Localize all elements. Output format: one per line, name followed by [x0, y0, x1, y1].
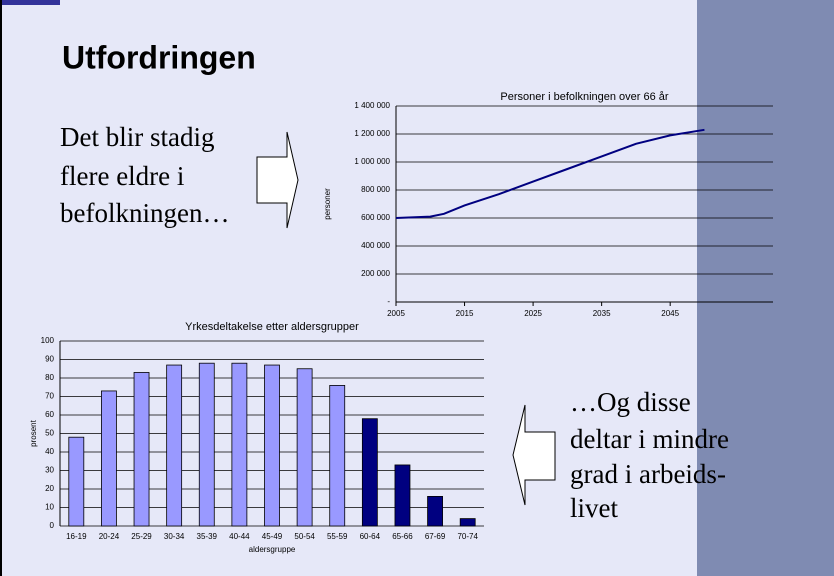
- x-tick-label: 16-19: [66, 532, 87, 541]
- bar: [198, 362, 215, 527]
- side-strip: [697, 0, 834, 576]
- left-text: flere eldre i: [60, 161, 184, 191]
- x-tick-label: 2005: [387, 309, 405, 318]
- y-tick-label: 20: [45, 484, 54, 493]
- bar: [264, 364, 280, 527]
- y-tick-label: 30: [45, 466, 54, 475]
- right-text: …Og disse: [570, 387, 691, 417]
- y-tick-label: 50: [45, 429, 54, 438]
- x-tick-label: 65-66: [392, 532, 413, 541]
- y-tick-label: 0: [50, 521, 55, 530]
- x-tick-label: 35-39: [197, 532, 218, 541]
- bar: [231, 362, 248, 527]
- arrow-left: [512, 404, 556, 506]
- y-tick-label: 90: [45, 355, 54, 364]
- y-tick-label: 70: [45, 392, 54, 401]
- bar: [394, 464, 411, 527]
- bar: [68, 436, 85, 527]
- right-text: deltar i mindre: [570, 424, 729, 454]
- y-tick-label: 100: [41, 336, 55, 345]
- left-text: befolkningen…: [60, 198, 229, 228]
- x-tick-label: 30-34: [164, 532, 185, 541]
- x-tick-label: 50-54: [294, 532, 315, 541]
- data-line: [395, 128, 705, 219]
- y-tick-label: 40: [45, 447, 54, 456]
- y-tick-label: 60: [45, 410, 54, 419]
- y-tick-label: 1 200 000: [354, 129, 390, 138]
- left-text: Det blir stadig: [60, 122, 214, 152]
- x-tick-label: 60-64: [360, 532, 381, 541]
- x-tick-label: 55-59: [327, 532, 348, 541]
- x-tick-label: 70-74: [457, 532, 478, 541]
- y-tick-label: 1 400 000: [354, 101, 390, 110]
- x-tick-label: 67-69: [425, 532, 446, 541]
- x-tick-label: 2035: [593, 309, 611, 318]
- x-tick-label: 2045: [661, 309, 679, 318]
- x-tick-label: 20-24: [99, 532, 120, 541]
- x-tick-label: 2025: [524, 309, 542, 318]
- bar: [329, 384, 346, 527]
- x-axis-label: aldersgruppe: [249, 545, 296, 554]
- bar: [459, 518, 476, 527]
- x-tick-label: 40-44: [229, 532, 250, 541]
- right-text: grad i arbeids-: [570, 459, 726, 489]
- y-tick-label: 200 000: [361, 269, 390, 278]
- x-tick-label: 45-49: [262, 532, 283, 541]
- y-axis-label: personer: [323, 188, 332, 220]
- corner-mark: [0, 0, 60, 5]
- bar: [296, 368, 313, 527]
- x-tick-label: 2015: [456, 309, 474, 318]
- slide-title: Utfordringen: [62, 39, 256, 75]
- arrow-right: [256, 131, 299, 229]
- y-tick-label: 80: [45, 373, 54, 382]
- x-tick-label: 25-29: [131, 532, 152, 541]
- bar: [361, 418, 378, 527]
- bar: [101, 390, 117, 527]
- y-tick-label: 10: [45, 503, 54, 512]
- right-text: livet: [570, 493, 618, 523]
- bar: [133, 372, 150, 527]
- chart-title: Personer i befolkningen over 66 år: [500, 91, 668, 103]
- y-tick-label: 400 000: [361, 241, 390, 250]
- y-tick-label: -: [387, 297, 390, 306]
- chart-title: Yrkesdeltakelse etter aldersgrupper: [185, 321, 359, 333]
- y-tick-label: 600 000: [361, 213, 390, 222]
- y-tick-label: 800 000: [361, 185, 390, 194]
- y-axis-label: prosent: [29, 419, 38, 446]
- y-tick-label: 1 000 000: [354, 157, 390, 166]
- bar: [166, 364, 183, 527]
- bar: [427, 495, 443, 527]
